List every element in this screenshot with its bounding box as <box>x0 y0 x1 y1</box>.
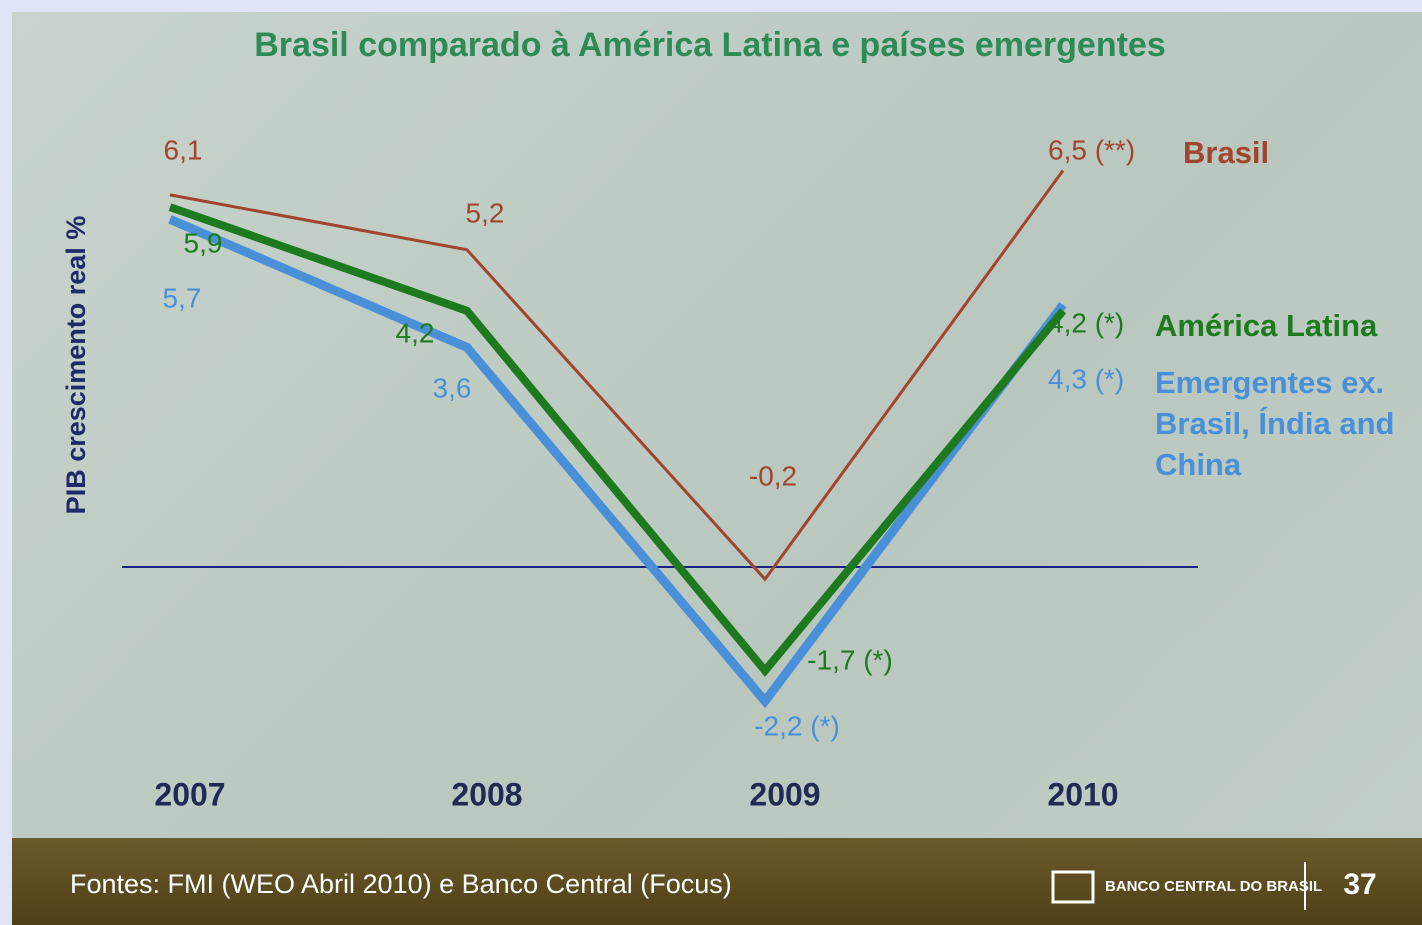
data-label: -0,2 <box>749 460 797 491</box>
chart-title: Brasil comparado à América Latina e país… <box>254 26 1165 64</box>
series-line <box>169 169 1065 582</box>
data-label: 4,3 (*) <box>1048 363 1124 394</box>
footer-bar <box>12 838 1422 925</box>
data-label: 5,2 <box>466 197 505 228</box>
legend-entry: América Latina <box>1155 308 1378 343</box>
footer-source: Fontes: FMI (WEO Abril 2010) e Banco Cen… <box>70 869 732 899</box>
page-number: 37 <box>1343 868 1376 901</box>
x-tick-label: 2007 <box>154 776 225 812</box>
footer-logo: BANCO CENTRAL DO BRASIL <box>1105 878 1322 895</box>
legend-entry: Brasil <box>1183 135 1270 170</box>
data-label: 5,7 <box>163 282 202 313</box>
logo-icon <box>1051 870 1095 904</box>
legend-entry: Emergentes ex. Brasil, Índia and China <box>1155 365 1395 482</box>
x-tick-label: 2009 <box>749 776 820 812</box>
data-label: 4,2 (*) <box>1048 307 1124 338</box>
data-label: -2,2 (*) <box>754 710 840 741</box>
slide <box>12 12 1422 925</box>
data-label: 6,5 (**) <box>1048 134 1135 165</box>
data-label: 3,6 <box>433 372 472 403</box>
y-axis-label: PIB crescimento real % <box>61 216 91 515</box>
data-label: 5,9 <box>184 227 223 258</box>
x-tick-label: 2010 <box>1047 776 1118 812</box>
data-label: 4,2 <box>396 317 435 348</box>
series-line <box>168 215 1067 709</box>
x-tick-label: 2008 <box>451 776 522 812</box>
data-label: 6,1 <box>164 134 203 165</box>
series-line <box>168 203 1067 677</box>
data-label: -1,7 (*) <box>807 644 893 675</box>
